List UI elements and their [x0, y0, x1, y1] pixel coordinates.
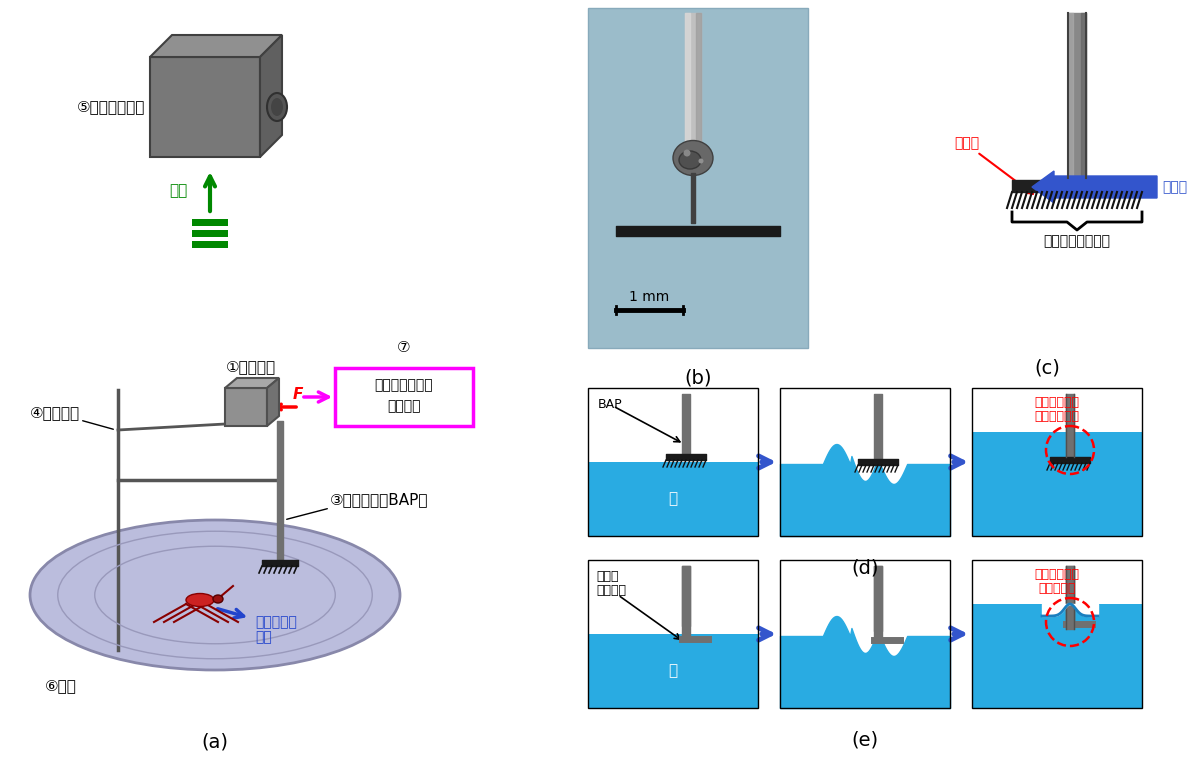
Text: 動作: 動作 — [256, 630, 271, 644]
Polygon shape — [588, 462, 758, 536]
Text: 微細毛: 微細毛 — [954, 136, 979, 150]
Text: (c): (c) — [1034, 359, 1060, 378]
Ellipse shape — [673, 140, 713, 175]
Text: 形成されない: 形成されない — [1034, 410, 1080, 423]
Polygon shape — [588, 634, 758, 708]
Text: ⑥水槽: ⑥水槽 — [46, 678, 77, 693]
Text: ⑤高速度カメラ: ⑤高速度カメラ — [77, 99, 145, 115]
Text: メニスカスが: メニスカスが — [1034, 568, 1080, 581]
Text: ④固定治具: ④固定治具 — [30, 405, 80, 420]
Text: ③プローブ（BAP）: ③プローブ（BAP） — [330, 493, 428, 508]
Polygon shape — [260, 35, 282, 157]
Text: (a): (a) — [202, 733, 228, 752]
Ellipse shape — [266, 93, 287, 121]
Polygon shape — [150, 57, 260, 157]
Polygon shape — [588, 388, 758, 462]
Text: ⑦: ⑦ — [397, 340, 410, 355]
FancyBboxPatch shape — [335, 368, 473, 426]
Polygon shape — [780, 388, 950, 439]
Ellipse shape — [214, 595, 223, 603]
Ellipse shape — [698, 158, 703, 164]
Text: ①カセンサ: ①カセンサ — [226, 359, 276, 374]
Text: (d): (d) — [851, 558, 878, 577]
Polygon shape — [192, 219, 228, 226]
Text: 1 mm: 1 mm — [629, 290, 670, 304]
Polygon shape — [150, 35, 282, 57]
Polygon shape — [972, 388, 1142, 432]
Text: F: F — [293, 387, 304, 402]
Text: 低摩擦: 低摩擦 — [1162, 180, 1187, 194]
Text: メニスカスが: メニスカスが — [1034, 396, 1080, 409]
Polygon shape — [266, 378, 278, 426]
Text: (b): (b) — [684, 368, 712, 387]
Text: アメンボ脇流用部: アメンボ脇流用部 — [1044, 234, 1110, 248]
Text: 水: 水 — [668, 491, 678, 507]
Polygon shape — [972, 432, 1142, 536]
Ellipse shape — [186, 594, 214, 607]
Polygon shape — [780, 560, 950, 611]
Ellipse shape — [679, 151, 701, 169]
Text: 水: 水 — [668, 663, 678, 678]
Polygon shape — [226, 378, 278, 388]
Text: 録画: 録画 — [169, 183, 188, 199]
Text: プローブ: プローブ — [596, 584, 626, 597]
Polygon shape — [192, 230, 228, 237]
Polygon shape — [588, 560, 758, 634]
Polygon shape — [588, 8, 808, 348]
Ellipse shape — [271, 98, 283, 116]
Polygon shape — [1032, 171, 1157, 203]
Text: 形成される: 形成される — [1038, 582, 1075, 595]
Polygon shape — [192, 241, 228, 248]
Polygon shape — [972, 560, 1142, 604]
Text: BAP: BAP — [598, 398, 623, 411]
Polygon shape — [226, 388, 266, 426]
Ellipse shape — [30, 520, 400, 670]
Text: 測定データ収録: 測定データ収録 — [374, 378, 433, 392]
Text: 通常の: 通常の — [596, 570, 618, 583]
Text: システム: システム — [388, 399, 421, 413]
Polygon shape — [972, 604, 1142, 708]
Ellipse shape — [684, 150, 690, 157]
Text: 中脇の漕ぐ: 中脇の漕ぐ — [256, 615, 296, 629]
Text: (e): (e) — [852, 730, 878, 749]
